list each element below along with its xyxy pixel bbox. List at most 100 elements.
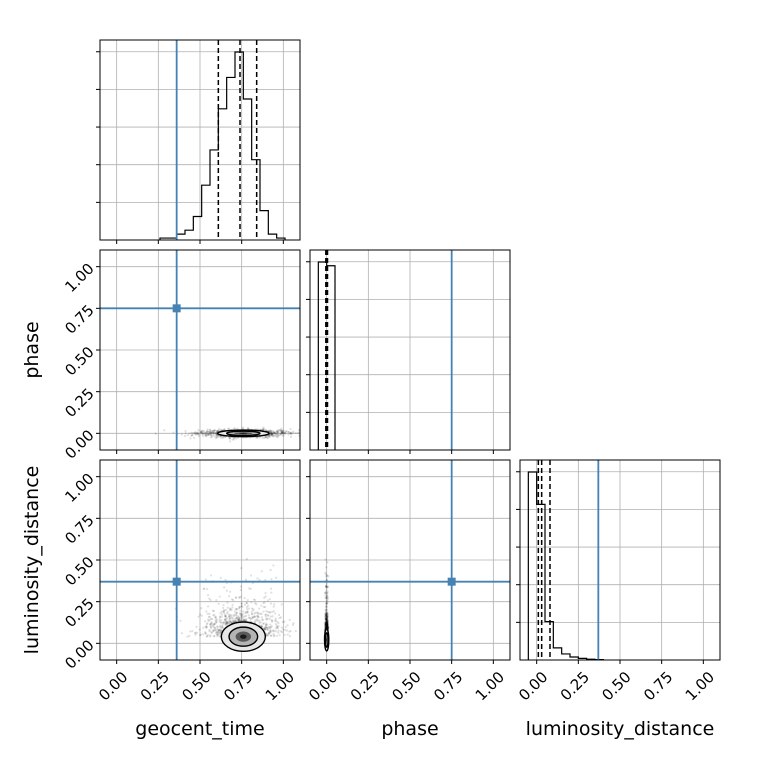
sample-point: [217, 602, 220, 605]
sample-point: [215, 633, 219, 636]
sample-point: [279, 429, 282, 432]
sample-point: [194, 432, 197, 435]
sample-point: [325, 621, 328, 624]
sample-point: [228, 436, 231, 439]
sample-point: [283, 633, 286, 636]
sample-point: [225, 589, 229, 592]
sample-point: [325, 621, 328, 624]
sample-point: [325, 602, 328, 605]
sample-point: [282, 432, 285, 435]
sample-point: [272, 629, 275, 632]
sample-point: [198, 628, 201, 631]
sample-point: [206, 433, 210, 437]
x-tick-label-0: 0.00: [305, 668, 341, 704]
sample-point: [236, 618, 239, 622]
sample-point: [209, 623, 212, 626]
sample-point: [279, 430, 283, 433]
sample-point: [276, 430, 279, 433]
sample-point: [280, 603, 283, 606]
sample-point: [219, 616, 222, 619]
sample-point: [232, 436, 236, 439]
sample-point: [237, 615, 240, 618]
sample-point: [272, 635, 275, 638]
sample-point: [325, 585, 328, 588]
sample-point: [278, 616, 281, 620]
sample-point: [270, 591, 273, 594]
sample-point: [326, 618, 329, 621]
sample-point: [213, 622, 216, 625]
sample-point: [206, 430, 209, 433]
sample-point: [229, 608, 232, 612]
sample-point: [326, 626, 329, 629]
sample-point: [260, 570, 263, 573]
sample-point: [326, 617, 329, 620]
sample-point: [292, 622, 295, 625]
sample-point: [204, 631, 207, 634]
sample-point: [326, 625, 329, 628]
sample-point: [212, 625, 215, 628]
sample-point: [209, 432, 212, 435]
sample-point: [238, 605, 241, 609]
sample-point: [206, 594, 210, 597]
sample-point: [270, 431, 273, 434]
sample-point: [219, 625, 222, 628]
sample-point: [227, 621, 230, 624]
sample-point: [277, 629, 280, 632]
sample-point: [325, 621, 328, 624]
sample-point: [285, 629, 289, 632]
sample-point: [207, 619, 210, 623]
sample-point: [214, 615, 217, 618]
sample-point: [264, 435, 267, 439]
sample-point: [218, 620, 221, 623]
sample-point: [326, 622, 329, 625]
sample-point: [276, 435, 279, 438]
sample-point: [215, 625, 219, 628]
sample-point: [277, 430, 280, 434]
sample-point: [210, 434, 213, 437]
sample-point: [325, 616, 328, 619]
sample-point: [325, 622, 328, 625]
sample-point: [283, 620, 286, 623]
sample-point: [319, 433, 321, 435]
sample-point: [325, 601, 328, 604]
sample-point: [265, 610, 268, 613]
x-tick-label-1: 0.25: [347, 668, 383, 704]
sample-point: [270, 433, 273, 437]
sample-point: [325, 619, 328, 622]
sample-point: [208, 612, 211, 615]
sample-point: [269, 634, 272, 637]
sample-point: [212, 630, 215, 633]
sample-point: [251, 617, 254, 620]
sample-point: [225, 612, 229, 615]
sample-point: [326, 612, 329, 615]
sample-point: [276, 620, 279, 623]
sample-point: [222, 606, 225, 609]
sample-point: [213, 628, 217, 632]
sample-point: [268, 429, 271, 432]
sample-point: [209, 598, 212, 602]
sample-point: [325, 602, 328, 605]
sample-point: [326, 625, 329, 628]
sample-point: [219, 435, 222, 438]
sample-point: [325, 625, 328, 628]
sample-point: [325, 624, 329, 627]
sample-point: [325, 619, 329, 622]
sample-point: [326, 623, 329, 626]
sample-point: [326, 561, 329, 564]
sample-point: [325, 620, 328, 623]
sample-point: [209, 627, 213, 630]
sample-point: [325, 621, 328, 624]
sample-point: [326, 625, 329, 628]
sample-point: [265, 436, 268, 439]
sample-point: [225, 621, 228, 624]
sample-point: [231, 619, 234, 622]
sample-point: [220, 613, 224, 616]
sample-point: [217, 628, 220, 632]
sample-point: [325, 622, 328, 625]
sample-point: [227, 621, 230, 625]
sample-point: [325, 619, 328, 622]
sample-point: [325, 625, 328, 628]
sample-point: [324, 622, 327, 625]
sample-point: [258, 621, 261, 624]
sample-point: [325, 624, 328, 627]
